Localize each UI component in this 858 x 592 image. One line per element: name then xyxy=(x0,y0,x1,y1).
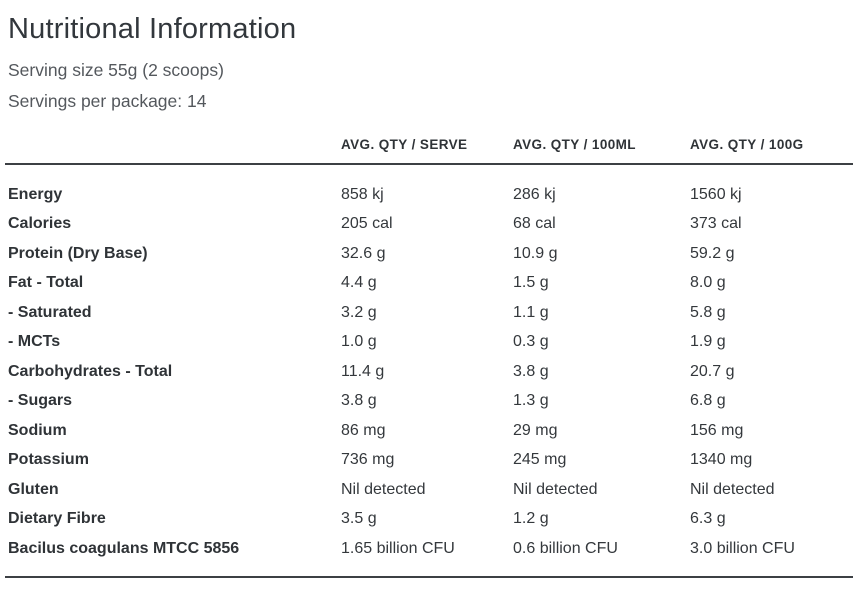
table-row: Protein (Dry Base) 32.6 g 10.9 g 59.2 g xyxy=(5,239,853,269)
row-value-100ml: 0.3 g xyxy=(513,333,549,351)
row-label: Carbohydrates - Total xyxy=(8,362,173,380)
table-row: Potassium 736 mg 245 mg 1340 mg xyxy=(5,446,853,476)
table-row: Sodium 86 mg 29 mg 156 mg xyxy=(5,416,853,446)
table-row: Calories 205 cal 68 cal 373 cal xyxy=(5,210,853,240)
row-value-serve: 858 kj xyxy=(341,185,384,203)
row-label: - Sugars xyxy=(8,392,73,410)
row-value-serve: 11.4 g xyxy=(341,362,385,380)
row-value-100g: 1560 kj xyxy=(690,185,742,203)
row-value-serve: 205 cal xyxy=(341,215,393,233)
nutrition-table: AVG. QTY / SERVE AVG. QTY / 100ML AVG. Q… xyxy=(5,137,853,578)
row-value-100g: 1340 mg xyxy=(690,451,753,469)
row-label: Gluten xyxy=(8,480,59,498)
row-value-100ml: Nil detected xyxy=(513,480,598,498)
row-value-serve: 3.2 g xyxy=(341,303,377,321)
row-label: Bacilus coagulans MTCC 5856 xyxy=(8,539,240,557)
row-value-serve: 1.0 g xyxy=(341,333,377,351)
serving-size-text: Serving size 55g (2 scoops) xyxy=(8,60,224,80)
table-row: - Sugars 3.8 g 1.3 g 6.8 g xyxy=(5,387,853,417)
row-value-100ml: 0.6 billion CFU xyxy=(513,539,618,557)
servings-per-package-text: Servings per package: 14 xyxy=(8,91,207,111)
row-label: Energy xyxy=(8,185,63,203)
column-header-avg-qty-100ml: AVG. QTY / 100ML xyxy=(513,137,690,165)
table-row: Gluten Nil detected Nil detected Nil det… xyxy=(5,475,853,505)
row-value-100g: 59.2 g xyxy=(690,244,735,262)
row-value-serve: 736 mg xyxy=(341,451,395,469)
column-header-label xyxy=(5,137,341,165)
row-value-100ml: 3.8 g xyxy=(513,362,549,380)
row-label: Protein (Dry Base) xyxy=(8,244,148,262)
table-row: Carbohydrates - Total 11.4 g 3.8 g 20.7 … xyxy=(5,357,853,387)
table-row: - MCTs 1.0 g 0.3 g 1.9 g xyxy=(5,328,853,358)
row-value-100g: 6.3 g xyxy=(690,510,726,528)
row-value-100ml: 68 cal xyxy=(513,215,556,233)
table-header: AVG. QTY / SERVE AVG. QTY / 100ML AVG. Q… xyxy=(5,137,853,165)
row-value-100ml: 1.2 g xyxy=(513,510,549,528)
table-body: Energy 858 kj 286 kj 1560 kj Calories 20… xyxy=(5,164,853,577)
row-value-100g: 5.8 g xyxy=(690,303,726,321)
table-row: Dietary Fibre 3.5 g 1.2 g 6.3 g xyxy=(5,505,853,535)
row-label: Calories xyxy=(8,215,72,233)
table-row: - Saturated 3.2 g 1.1 g 5.8 g xyxy=(5,298,853,328)
row-label: - Saturated xyxy=(8,303,92,321)
row-value-serve: 3.8 g xyxy=(341,392,377,410)
row-value-100ml: 1.5 g xyxy=(513,274,549,292)
table-row: Energy 858 kj 286 kj 1560 kj xyxy=(5,164,853,210)
row-value-100ml: 29 mg xyxy=(513,421,558,439)
row-label: - MCTs xyxy=(8,333,61,351)
column-header-avg-qty-100g: AVG. QTY / 100G xyxy=(690,137,853,165)
row-label: Fat - Total xyxy=(8,274,84,292)
row-value-serve: 4.4 g xyxy=(341,274,377,292)
row-value-100g: Nil detected xyxy=(690,480,775,498)
table-row: Fat - Total 4.4 g 1.5 g 8.0 g xyxy=(5,269,853,299)
row-value-100ml: 286 kj xyxy=(513,185,556,203)
row-label: Dietary Fibre xyxy=(8,510,106,528)
row-value-serve: 32.6 g xyxy=(341,244,386,262)
row-value-serve: 86 mg xyxy=(341,421,386,439)
nutrition-panel: Nutritional Information Serving size 55g… xyxy=(0,13,858,578)
row-label: Sodium xyxy=(8,421,67,439)
row-value-100ml: 10.9 g xyxy=(513,244,558,262)
row-value-100g: 8.0 g xyxy=(690,274,726,292)
row-value-100g: 156 mg xyxy=(690,421,744,439)
row-value-100ml: 245 mg xyxy=(513,451,567,469)
row-value-100ml: 1.3 g xyxy=(513,392,549,410)
table-row: Bacilus coagulans MTCC 5856 1.65 billion… xyxy=(5,534,853,577)
row-label: Potassium xyxy=(8,451,89,469)
table-header-row: AVG. QTY / SERVE AVG. QTY / 100ML AVG. Q… xyxy=(5,137,853,165)
column-header-avg-qty-serve: AVG. QTY / SERVE xyxy=(341,137,513,165)
row-value-serve: Nil detected xyxy=(341,480,426,498)
row-value-serve: 1.65 billion CFU xyxy=(341,539,455,557)
row-value-100g: 3.0 billion CFU xyxy=(690,539,795,557)
row-value-100g: 6.8 g xyxy=(690,392,726,410)
row-value-100g: 373 cal xyxy=(690,215,742,233)
page-title: Nutritional Information xyxy=(8,13,297,45)
row-value-100g: 20.7 g xyxy=(690,362,735,380)
row-value-serve: 3.5 g xyxy=(341,510,377,528)
row-value-100g: 1.9 g xyxy=(690,333,726,351)
row-value-100ml: 1.1 g xyxy=(513,303,549,321)
